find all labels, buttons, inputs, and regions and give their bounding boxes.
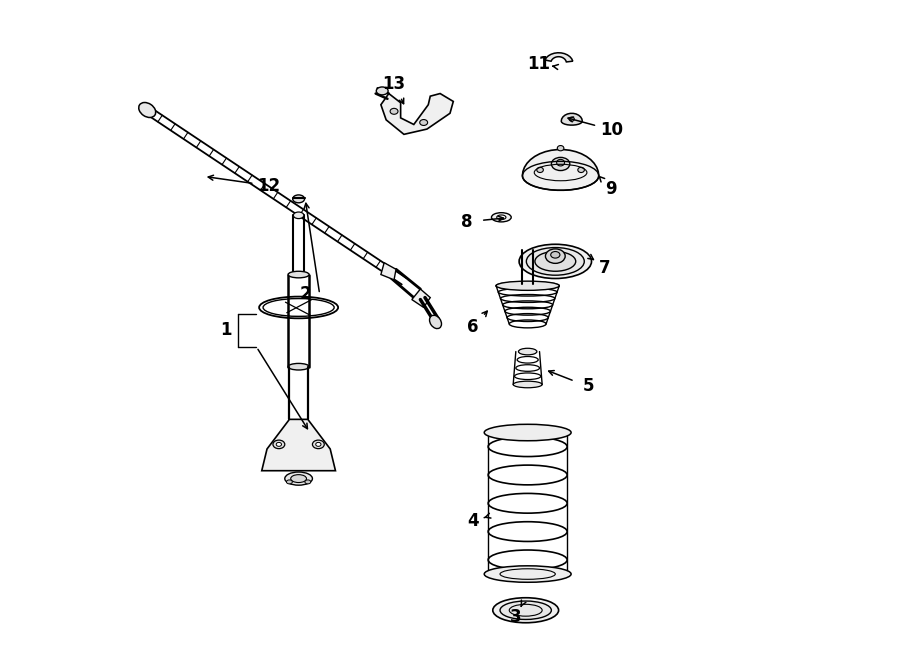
Ellipse shape [419, 120, 428, 126]
Ellipse shape [484, 424, 572, 441]
Ellipse shape [569, 117, 574, 121]
Ellipse shape [518, 348, 537, 355]
Ellipse shape [496, 281, 559, 290]
Ellipse shape [536, 167, 544, 173]
Text: 13: 13 [382, 75, 406, 93]
Ellipse shape [552, 157, 570, 171]
Ellipse shape [288, 271, 309, 278]
Polygon shape [412, 289, 430, 307]
Ellipse shape [513, 381, 542, 388]
Ellipse shape [291, 475, 307, 483]
Text: 6: 6 [467, 318, 479, 336]
Ellipse shape [545, 249, 565, 263]
Ellipse shape [139, 102, 156, 118]
Text: 11: 11 [527, 55, 551, 73]
Ellipse shape [390, 108, 398, 114]
Text: 1: 1 [220, 321, 232, 340]
Text: 7: 7 [598, 259, 610, 277]
Text: 9: 9 [606, 180, 617, 198]
Polygon shape [562, 114, 582, 125]
Text: 5: 5 [582, 377, 594, 395]
Ellipse shape [376, 87, 388, 95]
Ellipse shape [288, 364, 309, 370]
Ellipse shape [284, 472, 312, 485]
Ellipse shape [526, 248, 584, 275]
Ellipse shape [305, 480, 310, 484]
Text: 12: 12 [257, 176, 281, 195]
Ellipse shape [578, 167, 584, 173]
Ellipse shape [293, 212, 304, 219]
Polygon shape [381, 262, 396, 280]
Ellipse shape [484, 566, 572, 582]
Ellipse shape [312, 440, 324, 449]
Ellipse shape [497, 215, 506, 219]
Text: 4: 4 [467, 512, 479, 530]
Text: 8: 8 [461, 213, 472, 231]
Ellipse shape [491, 213, 511, 222]
Ellipse shape [556, 159, 564, 166]
Polygon shape [381, 94, 454, 134]
Ellipse shape [429, 315, 442, 329]
Ellipse shape [500, 601, 552, 619]
Polygon shape [522, 149, 599, 190]
Ellipse shape [493, 598, 559, 623]
Ellipse shape [273, 440, 284, 449]
Ellipse shape [557, 145, 564, 151]
Ellipse shape [316, 442, 321, 446]
Text: 2: 2 [300, 286, 311, 303]
Ellipse shape [292, 195, 304, 203]
Text: 3: 3 [510, 608, 522, 626]
Polygon shape [544, 53, 572, 62]
Ellipse shape [286, 480, 292, 484]
Ellipse shape [551, 252, 560, 258]
Text: 10: 10 [599, 121, 623, 139]
Ellipse shape [535, 252, 576, 271]
Polygon shape [262, 419, 336, 471]
Ellipse shape [276, 442, 282, 446]
Ellipse shape [519, 245, 591, 278]
